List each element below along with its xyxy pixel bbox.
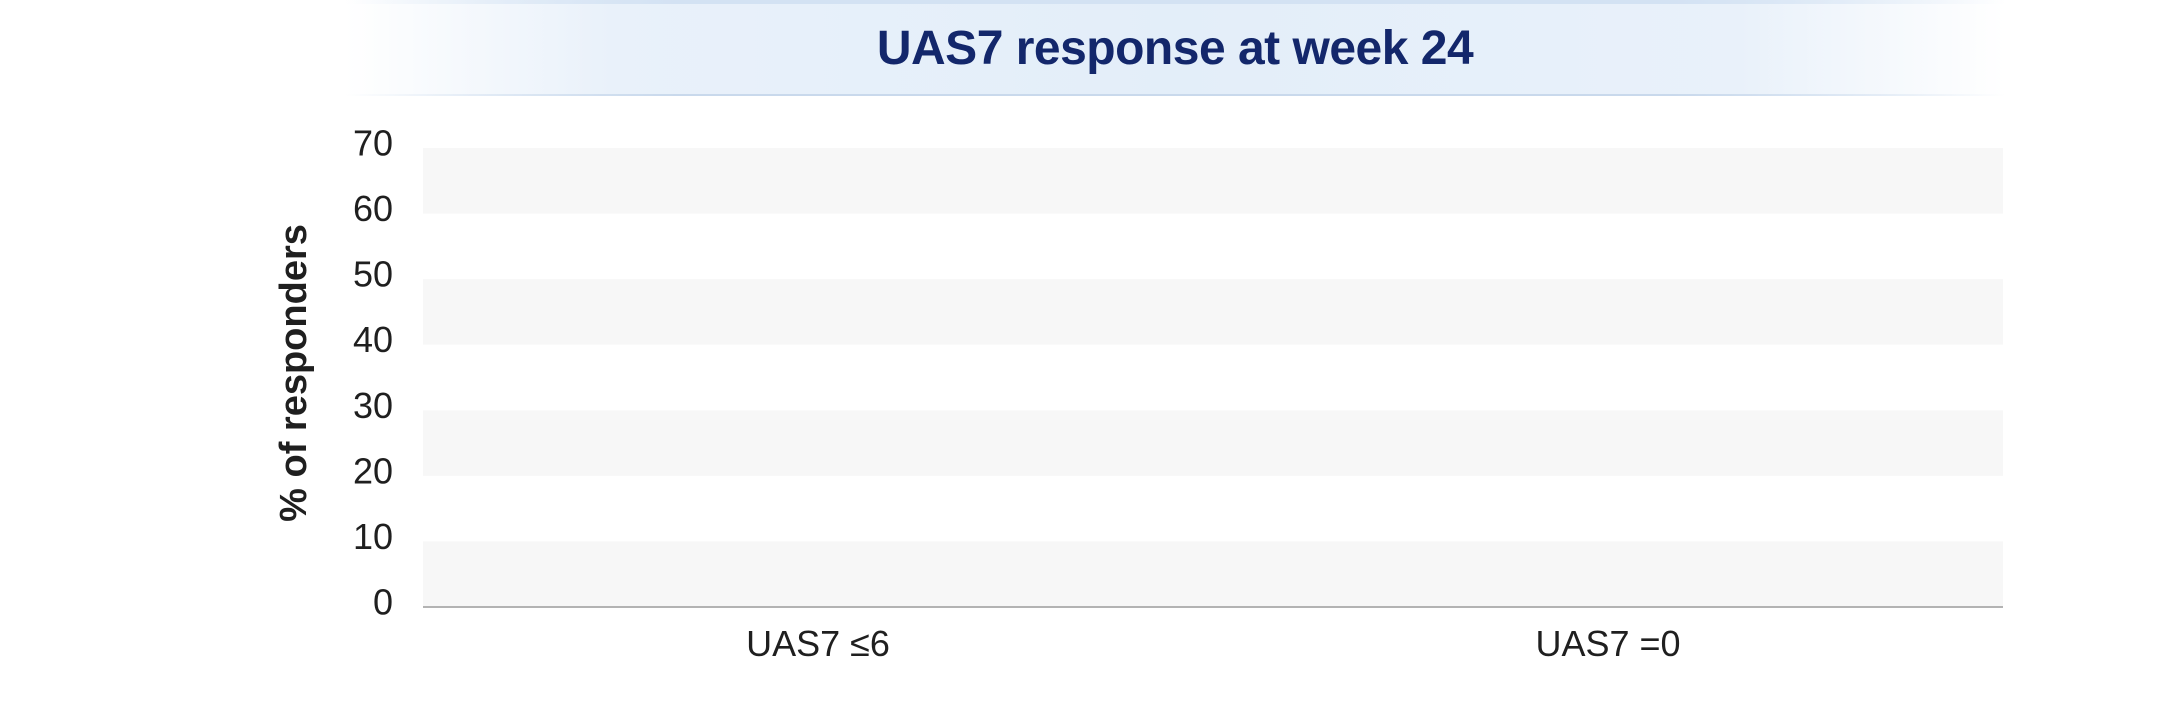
chart-title: UAS7 response at week 24 [876, 22, 1474, 75]
y-tick-label: 60 [353, 188, 393, 229]
grid-band [423, 541, 2003, 607]
y-axis-ticks: 0 10 20 30 40 50 60 70 [353, 123, 393, 623]
grid-band [423, 410, 2003, 476]
y-tick-label: 70 [353, 123, 393, 164]
y-tick-label: 30 [353, 385, 393, 426]
title-band [345, 0, 2005, 96]
y-tick-label: 40 [353, 319, 393, 360]
y-tick-label: 10 [353, 516, 393, 557]
y-axis-title: % of responders [273, 224, 315, 522]
grid-band [423, 148, 2003, 214]
y-tick-label: 50 [353, 254, 393, 295]
grid-band [423, 279, 2003, 345]
y-tick-label: 0 [373, 582, 393, 623]
grid-bands [423, 148, 2003, 607]
x-tick-label: UAS7 =0 [1535, 623, 1680, 664]
title-band-bottom-rule [345, 94, 2005, 96]
x-axis-ticks: UAS7 ≤6 UAS7 =0 [746, 623, 1680, 664]
y-tick-label: 20 [353, 450, 393, 491]
x-tick-label: UAS7 ≤6 [746, 623, 890, 664]
title-band-top-rule [345, 0, 2005, 4]
